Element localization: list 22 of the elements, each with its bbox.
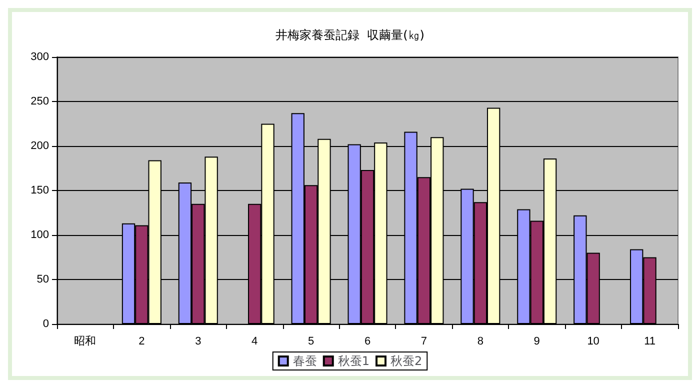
x-tick-label: 2 bbox=[138, 336, 145, 348]
x-tick-label: 7 bbox=[420, 336, 428, 348]
x-tick-label: 4 bbox=[252, 336, 258, 348]
legend-label: 秋蚕1 bbox=[338, 354, 370, 368]
x-tick-label: 5 bbox=[308, 336, 314, 348]
legend-label: 春蚕 bbox=[292, 354, 317, 368]
y-tick-label: 300 bbox=[30, 51, 49, 63]
x-tick-label: 8 bbox=[477, 336, 484, 348]
x-tick-label: 昭和 bbox=[74, 334, 96, 348]
y-tick-label: 150 bbox=[30, 184, 49, 196]
y-tick-label: 100 bbox=[30, 229, 49, 241]
y-tick-label: 200 bbox=[30, 140, 49, 152]
x-tick-label: 9 bbox=[534, 336, 540, 348]
y-tick-label: 250 bbox=[30, 96, 49, 108]
legend-label: 秋蚕2 bbox=[390, 354, 422, 368]
y-tick-label: 50 bbox=[36, 274, 49, 286]
chart-title: 井梅家養蚕記録 収繭量(㎏) bbox=[276, 28, 424, 42]
x-tick-label: 3 bbox=[195, 336, 202, 348]
x-tick-label: 11 bbox=[644, 336, 656, 348]
y-tick-label: 0 bbox=[42, 318, 49, 330]
x-tick-label: 6 bbox=[364, 336, 371, 348]
x-tick-label: 10 bbox=[587, 336, 600, 348]
